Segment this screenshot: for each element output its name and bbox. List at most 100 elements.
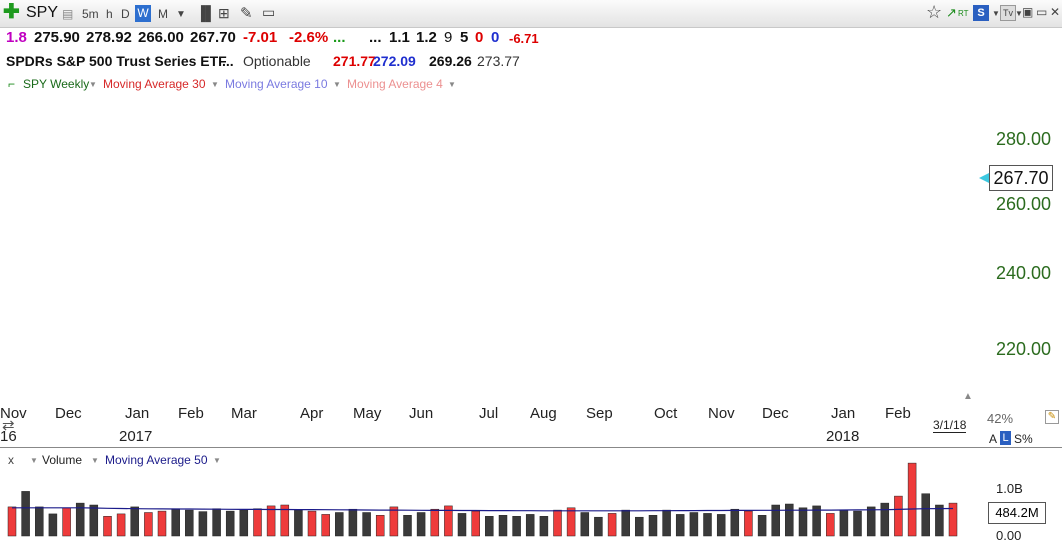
volume-bar — [225, 510, 235, 537]
volume-bar — [89, 504, 99, 537]
volume-bar — [457, 513, 467, 537]
volume-bar — [716, 514, 726, 537]
share-dropdown-icon[interactable]: ▼ — [992, 9, 1000, 18]
volume-bar — [444, 505, 453, 537]
legend-ma4-dropdown-icon[interactable]: ▼ — [448, 80, 456, 89]
volume-bar — [375, 515, 385, 537]
star-icon[interactable]: ☆ — [926, 2, 943, 22]
period-m[interactable]: M — [158, 7, 168, 21]
x-label-feb-17: Feb — [178, 405, 204, 422]
volume-bar — [185, 509, 194, 537]
quote-high: 278.92 — [86, 29, 132, 46]
quote-low: 266.00 — [138, 29, 184, 46]
volume-bar — [539, 516, 549, 537]
period-w[interactable]: W — [135, 5, 151, 22]
volume-bar — [171, 508, 180, 537]
volume-bar — [594, 516, 603, 537]
volume-bar — [198, 511, 208, 537]
scroll-up-icon[interactable]: ▲ — [963, 391, 973, 402]
vol-ma-dropdown-icon[interactable]: ▼ — [91, 456, 99, 465]
symbol-input[interactable]: SPY — [26, 4, 59, 21]
volume-bar — [921, 493, 930, 537]
quote-n0b: 0 — [491, 29, 500, 46]
draw-icon[interactable]: ✎ — [240, 5, 253, 22]
bar-chart-icon[interactable]: ▤ — [62, 7, 74, 21]
comment-icon[interactable]: ▭ — [262, 4, 276, 20]
edit-icon[interactable]: ✎ — [1045, 410, 1059, 424]
scale-auto-button[interactable]: A — [989, 432, 998, 446]
period-h[interactable]: h — [106, 7, 113, 21]
x-year-2018: 2018 — [826, 428, 860, 445]
volume-chart[interactable] — [0, 462, 975, 548]
price-tick-220: 220.00 — [996, 339, 1052, 359]
volume-bar — [785, 503, 794, 537]
sync-icon[interactable]: ⇄ — [2, 417, 15, 434]
volume-bar — [894, 495, 903, 537]
tv-icon[interactable]: Tv — [1000, 5, 1016, 21]
legend-ma30-dropdown-icon[interactable]: ▼ — [211, 80, 219, 89]
x-label-oct-17: Oct — [654, 405, 678, 422]
volume-bar — [621, 509, 630, 537]
volume-bar — [730, 508, 740, 537]
legend-series[interactable]: SPY Weekly — [23, 77, 90, 91]
quote-n0a: 0 — [475, 29, 484, 46]
window-icon[interactable]: ▭ — [1036, 5, 1048, 19]
scale-pct-button[interactable]: S% — [1014, 432, 1033, 446]
bar-style-icon[interactable]: ▐▌ — [196, 5, 216, 21]
info-low: 269.26 — [429, 53, 472, 69]
optionable-label: Optionable — [243, 53, 311, 69]
tv-dropdown-icon[interactable]: ▼ — [1015, 9, 1023, 18]
legend-series-dropdown-icon[interactable]: ▼ — [89, 80, 97, 89]
volume-bar — [580, 512, 590, 537]
volume-bar — [498, 515, 508, 537]
quote-dots-2: ... — [369, 29, 382, 46]
add-study-icon[interactable]: ⊞ — [218, 5, 230, 21]
legend-ma4[interactable]: Moving Average 4 — [347, 77, 443, 91]
volume-bar — [62, 507, 71, 537]
volume-bar — [266, 505, 276, 537]
close-panel-button[interactable]: x — [8, 453, 14, 467]
volume-bar — [907, 462, 917, 537]
share-icon[interactable]: S — [973, 5, 989, 21]
close-icon[interactable]: ✕ — [1050, 5, 1061, 19]
legend-ma10-dropdown-icon[interactable]: ▼ — [333, 80, 341, 89]
volume-ma-label[interactable]: Moving Average 50 — [105, 453, 208, 467]
x-label-dec-16: Dec — [55, 405, 82, 422]
quote-v1: 1.1 — [389, 29, 410, 46]
vol-ma-settings-dropdown-icon[interactable]: ▼ — [213, 456, 221, 465]
panel-divider[interactable] — [0, 447, 1062, 448]
period-dropdown-icon[interactable]: ▼ — [176, 9, 186, 20]
period-d[interactable]: D — [121, 7, 130, 21]
legend-ma30[interactable]: Moving Average 30 — [103, 77, 206, 91]
x-label-dec-17: Dec — [762, 405, 789, 422]
volume-dropdown-icon[interactable]: ▼ — [30, 456, 38, 465]
zoom-label[interactable]: 42% — [987, 411, 1014, 426]
period-5m[interactable]: 5m — [82, 7, 99, 21]
volume-bar — [103, 516, 112, 537]
volume-bar — [7, 506, 17, 537]
scale-log-button[interactable]: L — [1000, 431, 1011, 445]
volume-bar — [839, 509, 849, 537]
volume-bar — [335, 512, 344, 537]
save-icon[interactable]: ▣ — [1022, 5, 1034, 19]
price-tick-280: 280.00 — [996, 129, 1052, 149]
bid-price: 271.77 — [333, 53, 376, 69]
volume-bar — [798, 507, 808, 537]
volume-bar — [826, 513, 835, 537]
volume-bar — [21, 491, 30, 537]
realtime-icon[interactable]: ↗ — [946, 5, 957, 20]
volume-label[interactable]: Volume — [42, 453, 83, 467]
add-symbol-icon[interactable]: ✚ — [3, 1, 20, 23]
legend-ma10[interactable]: Moving Average 10 — [225, 77, 328, 91]
price-chart[interactable] — [0, 95, 975, 400]
volume-bar — [144, 512, 153, 537]
volume-bar — [348, 508, 358, 537]
volume-bar — [662, 509, 671, 537]
toolbar: ✚ SPY ▤ 5m h D W M ▼ ▐▌ ⊞ ✎ ▭ ☆ ↗ RT S ▼… — [0, 0, 1062, 28]
volume-bar — [116, 513, 126, 537]
volume-bar — [75, 502, 85, 537]
x-label-jun-17: Jun — [409, 405, 434, 422]
x-label-may-17: May — [353, 405, 382, 422]
volume-bar — [253, 508, 262, 537]
x-label-sep-17: Sep — [586, 405, 613, 422]
